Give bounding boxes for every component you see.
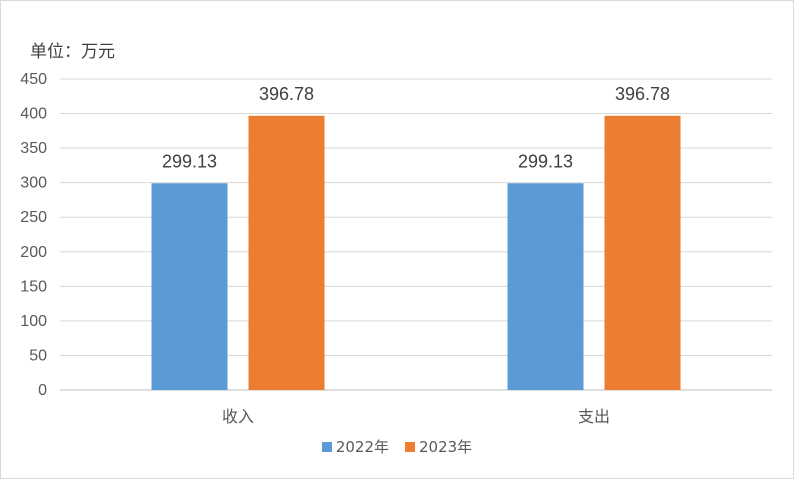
y-tick-label: 50 [29, 347, 47, 364]
bars [151, 115, 681, 390]
data-label: 299.13 [162, 151, 217, 171]
bar-收入-2023年 [248, 115, 325, 390]
y-tick-label: 250 [20, 209, 47, 226]
y-tick-label: 150 [20, 278, 47, 295]
y-axis-unit-label: 单位：万元 [30, 42, 115, 62]
y-tick-label: 200 [20, 244, 47, 261]
legend-item-2022: 2022年 [321, 436, 389, 457]
bar-支出-2022年 [507, 183, 584, 390]
legend-label-2023: 2023年 [419, 438, 473, 456]
y-axis-ticks: 0 50 100 150 200 250 300 350 400 450 [20, 71, 47, 399]
data-label: 396.78 [259, 84, 314, 104]
data-labels: 299.13 396.78 299.13 396.78 [162, 84, 670, 171]
legend: 2022年 2023年 [0, 436, 794, 457]
data-label: 299.13 [518, 151, 573, 171]
legend-label-2022: 2022年 [335, 438, 389, 456]
category-label: 收入 [222, 407, 254, 426]
legend-item-2023: 2023年 [405, 436, 472, 457]
data-label: 396.78 [615, 84, 670, 104]
legend-swatch-2023 [405, 441, 415, 452]
category-labels: 收入 支出 [222, 407, 610, 426]
y-tick-label: 350 [20, 140, 47, 157]
y-tick-label: 0 [38, 382, 47, 399]
y-tick-label: 300 [20, 175, 47, 192]
bar-支出-2023年 [604, 115, 681, 390]
bar-收入-2022年 [151, 183, 228, 390]
y-tick-label: 400 [20, 106, 47, 123]
y-tick-label: 450 [20, 71, 47, 88]
y-tick-label: 100 [20, 313, 47, 330]
category-label: 支出 [578, 407, 610, 426]
legend-swatch-2022 [321, 441, 332, 452]
